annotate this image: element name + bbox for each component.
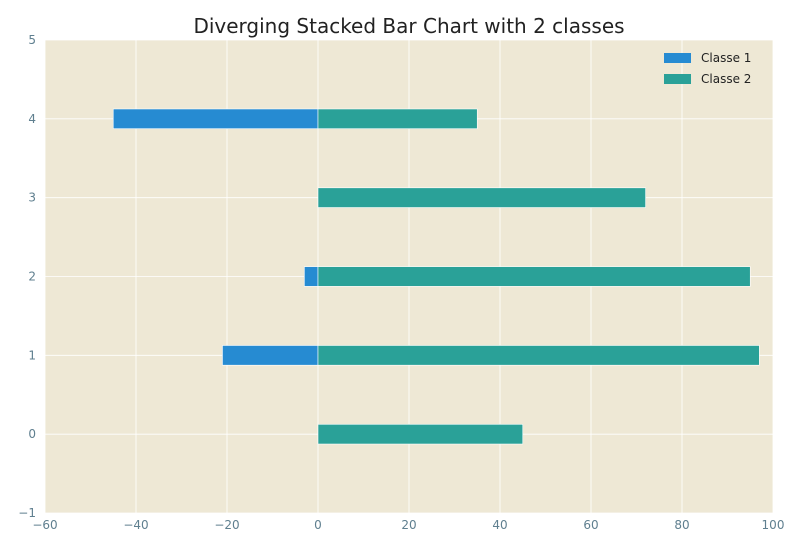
bar-series-2-cat-0 <box>317 424 524 445</box>
x-tick-label: 0 <box>314 518 322 532</box>
x-tick-label: 100 <box>762 518 785 532</box>
bar-series-2-cat-1 <box>317 345 760 366</box>
x-tick-label: 20 <box>401 518 416 532</box>
chart-title: Diverging Stacked Bar Chart with 2 class… <box>193 14 624 38</box>
bar-series-2-cat-4 <box>317 108 478 129</box>
y-tick-label: 0 <box>28 427 36 441</box>
legend-swatch <box>664 74 691 84</box>
y-tick-label: −1 <box>18 506 36 520</box>
bars <box>112 108 760 445</box>
bar-series-1-cat-1 <box>222 345 319 366</box>
y-tick-label: 4 <box>28 112 36 126</box>
bar-series-1-cat-2 <box>304 266 319 287</box>
x-tick-label: −60 <box>32 518 57 532</box>
legend: Classe 1 Classe 2 <box>664 51 751 86</box>
y-tick-label: 2 <box>28 270 36 284</box>
x-tick-label: 60 <box>583 518 598 532</box>
y-tick-label: 3 <box>28 191 36 205</box>
bar-series-1-cat-4 <box>112 108 319 129</box>
x-tick-label: 80 <box>674 518 689 532</box>
legend-label: Classe 1 <box>701 51 751 65</box>
x-axis-ticks: −60 −40 −20 0 20 40 60 80 100 <box>32 518 784 532</box>
y-axis-ticks: −1 0 1 2 3 4 5 <box>18 33 36 520</box>
legend-label: Classe 2 <box>701 72 751 86</box>
x-tick-label: −20 <box>214 518 239 532</box>
x-tick-label: 40 <box>492 518 507 532</box>
x-tick-label: −40 <box>123 518 148 532</box>
bar-series-2-cat-3 <box>317 187 646 208</box>
legend-swatch <box>664 53 691 63</box>
y-tick-label: 5 <box>28 33 36 47</box>
bar-series-2-cat-2 <box>317 266 751 287</box>
y-tick-label: 1 <box>28 348 36 362</box>
